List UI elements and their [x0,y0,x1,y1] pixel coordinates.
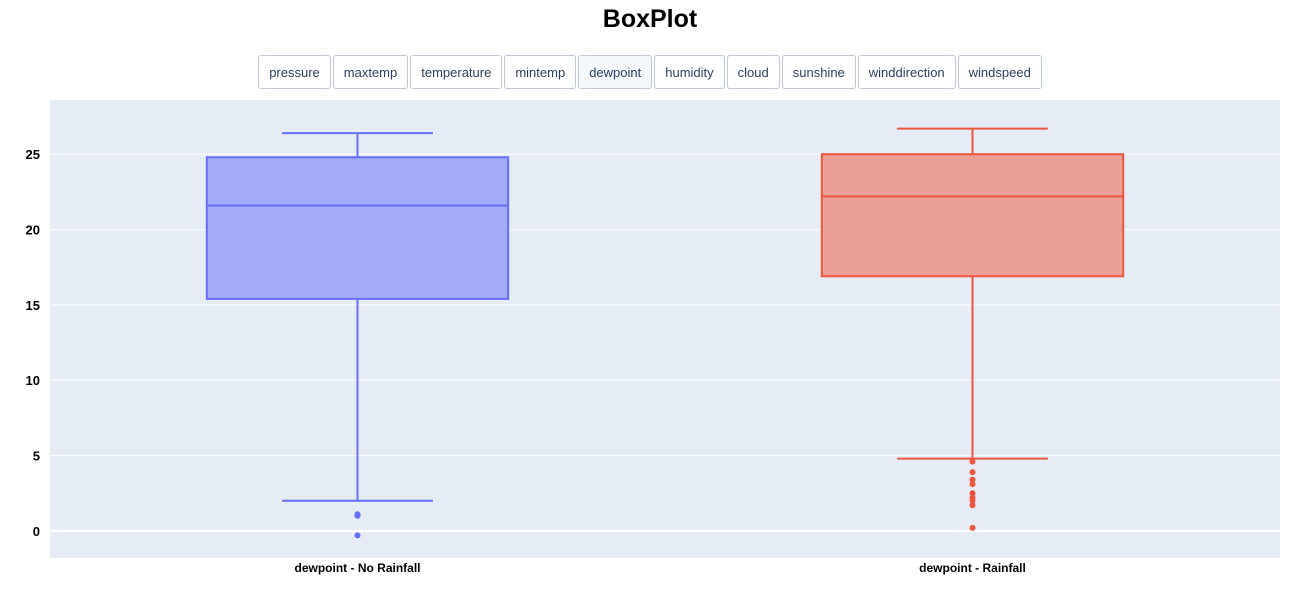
tab-pressure[interactable]: pressure [258,55,331,89]
outlier-point [354,532,361,539]
tab-humidity[interactable]: humidity [654,55,725,89]
y-tick-label: 15 [26,298,40,313]
x-category-label: dewpoint - No Rainfall [295,561,421,575]
box-iqr [820,153,1125,278]
outlier-point [969,524,976,531]
y-tick-label: 5 [33,449,40,464]
y-tick-label: 20 [26,223,40,238]
y-tick-label: 0 [33,524,40,539]
tab-winddirection[interactable]: winddirection [857,55,956,89]
y-tick-label: 25 [26,147,40,162]
chart-title: BoxPlot [602,5,698,33]
outlier-point [969,469,976,476]
tab-dewpoint[interactable]: dewpoint [578,55,653,89]
tab-mintemp[interactable]: mintemp [504,55,577,89]
outlier-point [969,458,976,465]
y-tick-label: 10 [26,373,40,388]
tab-maxtemp[interactable]: maxtemp [332,55,409,89]
outlier-point [354,512,361,519]
variable-selector: pressure maxtemp temperature mintemp dewpoin… [0,55,1300,89]
box-iqr [205,156,510,300]
tab-temperature[interactable]: temperature [410,55,503,89]
outlier-point [969,490,976,497]
outlier-point [969,497,976,504]
tab-cloud[interactable]: cloud [726,55,780,89]
tab-windspeed[interactable]: windspeed [957,55,1042,89]
outlier-point [969,502,976,509]
tab-sunshine[interactable]: sunshine [781,55,856,89]
outlier-point [969,481,976,488]
outlier-point [969,476,976,483]
x-category-label: dewpoint - Rainfall [919,561,1026,575]
